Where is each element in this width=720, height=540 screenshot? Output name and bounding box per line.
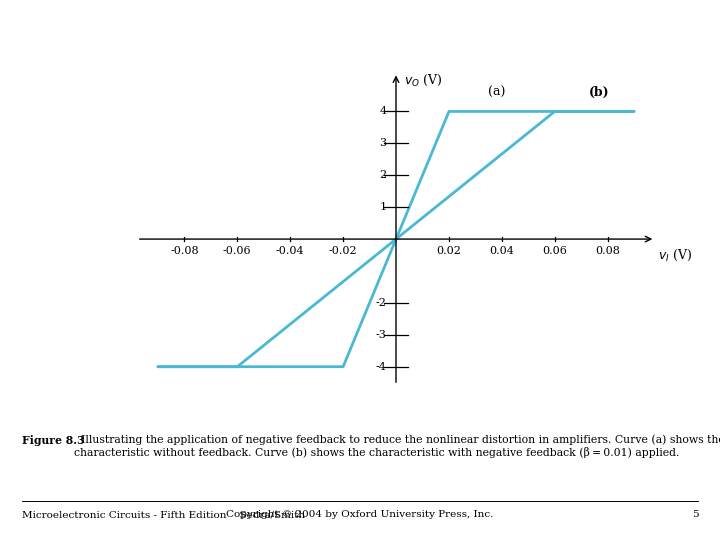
Text: Copyright © 2004 by Oxford University Press, Inc.: Copyright © 2004 by Oxford University Pr… bbox=[226, 510, 494, 519]
Text: -0.02: -0.02 bbox=[329, 246, 357, 256]
Text: $v_I$ (V): $v_I$ (V) bbox=[658, 248, 692, 263]
Text: 1: 1 bbox=[379, 202, 387, 212]
Text: -0.06: -0.06 bbox=[223, 246, 251, 256]
Text: 5: 5 bbox=[692, 510, 698, 519]
Text: 0.02: 0.02 bbox=[436, 246, 462, 256]
Text: -0.04: -0.04 bbox=[276, 246, 305, 256]
Text: 0.06: 0.06 bbox=[542, 246, 567, 256]
Text: 4: 4 bbox=[379, 106, 387, 117]
Text: -2: -2 bbox=[376, 298, 387, 308]
Text: 0.04: 0.04 bbox=[490, 246, 514, 256]
Text: Microelectronic Circuits - Fifth Edition    Sedra/Smith: Microelectronic Circuits - Fifth Edition… bbox=[22, 510, 305, 519]
Text: Illustrating the application of negative feedback to reduce the nonlinear distor: Illustrating the application of negative… bbox=[74, 435, 720, 458]
Text: -4: -4 bbox=[376, 362, 387, 372]
Text: $v_O$ (V): $v_O$ (V) bbox=[404, 72, 442, 87]
Text: (b): (b) bbox=[590, 86, 610, 99]
Text: -0.08: -0.08 bbox=[170, 246, 199, 256]
Text: Figure 8.3: Figure 8.3 bbox=[22, 435, 84, 446]
Text: (a): (a) bbox=[488, 86, 505, 99]
Text: 0.08: 0.08 bbox=[595, 246, 620, 256]
Text: -3: -3 bbox=[376, 330, 387, 340]
Text: 2: 2 bbox=[379, 170, 387, 180]
Text: 3: 3 bbox=[379, 138, 387, 149]
